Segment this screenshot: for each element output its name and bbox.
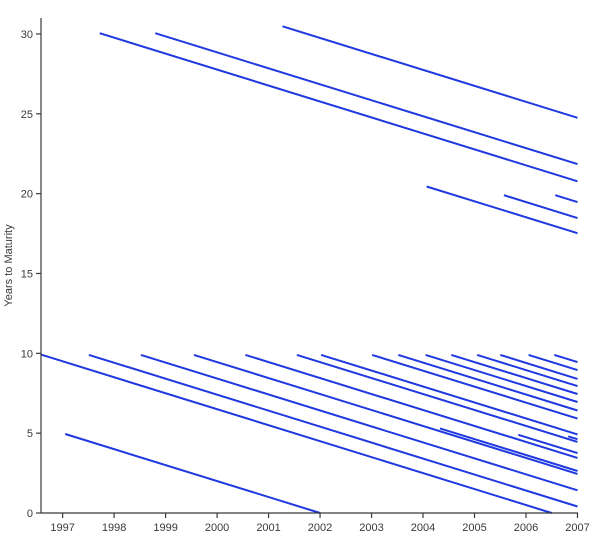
data-line-note-10yr-1997H2 xyxy=(88,353,578,508)
data-line-note-10yr-2002H1 xyxy=(320,353,578,436)
x-tick-label: 1997 xyxy=(50,522,74,534)
x-tick-label: 2004 xyxy=(411,522,435,534)
x-tick-label: 2007 xyxy=(565,522,589,534)
data-line-bond-30yr-1998H2 xyxy=(155,32,578,166)
x-tick-label: 2006 xyxy=(514,522,538,534)
data-line-bond-30yr-1997H2 xyxy=(99,32,578,183)
y-tick-label: 25 xyxy=(21,109,33,121)
x-tick-label: 1998 xyxy=(102,522,126,534)
y-tick-label: 20 xyxy=(21,189,33,201)
y-tick-label: 5 xyxy=(27,428,33,440)
axes-layer xyxy=(40,18,578,514)
data-line-note-10yr-2006H1 xyxy=(528,353,578,372)
data-line-note-10yr-2003H1 xyxy=(371,353,578,420)
data-line-note-5yr-2004 xyxy=(439,427,578,472)
data-lines-layer xyxy=(40,25,578,514)
data-line-note-10yr-2004H2 xyxy=(451,353,578,395)
data-line-bond-20yr-2005H2 xyxy=(503,194,578,220)
ticks-layer: 1997 1998 1999 2000 2001 2002 2003 2004 2005 2006… xyxy=(21,29,590,534)
x-tick-label: 1999 xyxy=(153,522,177,534)
data-line-note-10yr-2006H2 xyxy=(554,353,578,364)
data-line-note-10yr-2005H1 xyxy=(476,353,578,388)
x-tick-label: 2005 xyxy=(462,522,486,534)
data-line-note-5yr-2006 xyxy=(567,435,578,441)
y-tick-label: 15 xyxy=(21,268,33,280)
data-line-note-10yr-1999H2 xyxy=(193,353,578,475)
x-tick-label: 2001 xyxy=(256,522,280,534)
x-tick-label: 2002 xyxy=(308,522,332,534)
data-line-note-10yr-2005H2 xyxy=(500,353,578,380)
data-line-bond-30yr-2001Q1 xyxy=(282,25,578,119)
y-axis-label: Years to Maturity xyxy=(3,224,15,307)
y-tick-label: 30 xyxy=(21,29,33,41)
y-tick-label: 0 xyxy=(27,508,33,520)
data-line-note-10yr-preSample xyxy=(40,353,552,514)
x-tick-label: 2003 xyxy=(359,522,383,534)
y-tick-label: 10 xyxy=(21,348,33,360)
data-line-note-5yr-1997 xyxy=(64,433,321,514)
data-line-bond-20yr-2004Q1 xyxy=(426,185,578,235)
data-line-note-10yr-2003H2 xyxy=(398,353,578,412)
data-line-note-10yr-2004H1 xyxy=(425,353,578,403)
data-line-note-10yr-2001H2 xyxy=(296,353,578,443)
x-tick-label: 2000 xyxy=(205,522,229,534)
data-line-note-10yr-2000H2 xyxy=(245,353,578,459)
data-line-bond-20yr-2006H2 xyxy=(555,194,578,204)
data-line-note-10yr-1998H2 xyxy=(140,353,578,492)
data-line-note-5yr-2005 xyxy=(518,433,578,455)
